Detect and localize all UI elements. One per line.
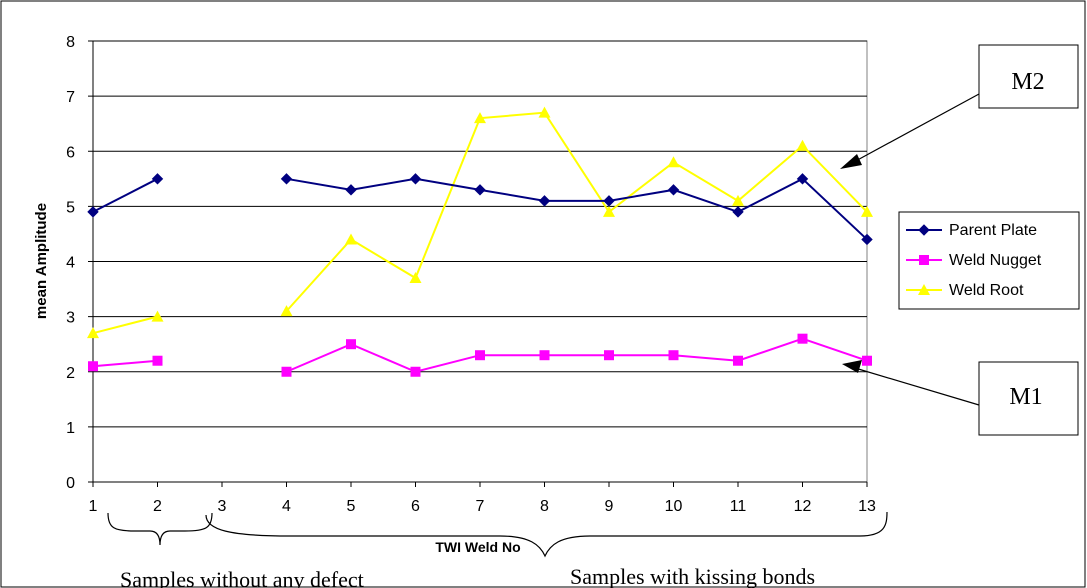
data-point <box>668 350 679 361</box>
series-weld-root <box>87 106 873 339</box>
legend: Parent Plate Weld Nugget Weld Root <box>898 211 1080 310</box>
data-point <box>281 366 292 377</box>
data-point <box>409 173 422 185</box>
m1-arrow <box>854 367 980 406</box>
data-point <box>862 355 872 366</box>
series-line <box>92 177 158 213</box>
data-point <box>151 173 164 185</box>
data-point <box>409 272 422 284</box>
group-without-defect-label: Samples without any defect <box>120 567 364 588</box>
data-point <box>667 156 680 168</box>
data-point <box>861 233 873 246</box>
y-tick-labels: 0 1 2 3 4 5 6 7 8 <box>66 34 75 492</box>
y-tick-label: 6 <box>66 144 75 161</box>
x-tick-label: 12 <box>794 498 812 515</box>
data-point <box>280 173 293 185</box>
y-tick-label: 0 <box>66 475 75 492</box>
data-point <box>474 112 486 124</box>
x-tick-label: 11 <box>730 498 747 515</box>
y-tick-label: 1 <box>66 420 75 437</box>
data-point <box>410 366 421 377</box>
legend-marker-icon <box>918 224 930 236</box>
m1-box <box>978 361 1079 436</box>
data-point <box>280 305 293 317</box>
gridlines <box>88 40 867 483</box>
data-point <box>345 233 357 245</box>
data-point <box>87 327 99 339</box>
data-point <box>732 194 744 206</box>
legend-label: Weld Root <box>949 282 1024 299</box>
x-tick-label: 5 <box>347 498 356 515</box>
m1-arrowhead-icon <box>842 360 862 373</box>
series-lines <box>87 106 873 377</box>
data-point <box>603 205 615 217</box>
x-tick-label: 10 <box>665 498 683 515</box>
m2-arrowhead-icon <box>840 154 862 169</box>
y-tick-label: 8 <box>66 34 75 51</box>
x-tick-label: 13 <box>858 498 876 515</box>
x-tick-labels: 1 2 3 4 5 6 7 8 9 10 11 12 13 <box>89 482 876 515</box>
y-tick-label: 4 <box>66 255 75 272</box>
data-point <box>538 106 551 118</box>
data-point <box>667 184 680 196</box>
brace-without-defect-icon <box>107 512 213 546</box>
x-tick-label: 2 <box>153 498 162 515</box>
data-point <box>474 184 486 196</box>
data-point <box>346 339 356 350</box>
data-point <box>345 184 357 196</box>
data-point <box>87 206 99 218</box>
legend-marker-icon <box>918 284 930 295</box>
series-line <box>92 359 158 368</box>
legend-marker-icon <box>919 255 929 265</box>
legend-label: Weld Nugget <box>949 252 1042 269</box>
data-point <box>733 355 743 366</box>
x-axis-title: TWI Weld No <box>435 539 520 555</box>
m2-box <box>978 44 1079 109</box>
data-point <box>732 206 744 218</box>
y-tick-label: 3 <box>66 310 75 327</box>
data-point <box>538 195 551 207</box>
x-tick-label: 8 <box>540 498 549 515</box>
x-tick-label: 3 <box>218 498 227 515</box>
data-point <box>88 361 98 372</box>
m2-arrow <box>851 93 980 164</box>
brace-kissing-bonds-icon <box>205 511 888 558</box>
data-point <box>797 333 808 344</box>
x-tick-label: 1 <box>89 498 98 515</box>
x-tick-label: 6 <box>411 498 420 515</box>
x-tick-label: 7 <box>476 498 485 515</box>
legend-label: Parent Plate <box>949 222 1037 239</box>
annotation-m1: M1 <box>842 360 1079 436</box>
data-point <box>861 205 873 217</box>
data-point <box>475 350 485 361</box>
series-line <box>286 337 868 373</box>
data-point <box>796 139 809 151</box>
y-axis-title: mean Amplitude <box>33 203 50 319</box>
m1-label: M1 <box>1009 384 1042 410</box>
group-kissing-bonds-label: Samples with kissing bonds <box>570 564 815 588</box>
y-tick-label: 5 <box>66 199 75 216</box>
series-line <box>286 177 868 241</box>
series-line <box>92 315 158 335</box>
series-weld-nugget <box>88 333 872 377</box>
data-point <box>539 350 550 361</box>
x-tick-label: 4 <box>282 498 291 515</box>
y-tick-label: 7 <box>66 89 75 106</box>
series-parent-plate <box>87 173 873 246</box>
annotation-m2: M2 <box>840 44 1079 169</box>
data-point <box>604 350 614 361</box>
series-line <box>285 111 868 312</box>
x-tick-label: 9 <box>605 498 614 515</box>
data-point <box>152 355 163 366</box>
data-point <box>151 310 164 322</box>
y-tick-label: 2 <box>66 365 75 382</box>
data-point <box>796 173 809 185</box>
m2-label: M2 <box>1011 69 1044 95</box>
data-point <box>603 195 615 207</box>
